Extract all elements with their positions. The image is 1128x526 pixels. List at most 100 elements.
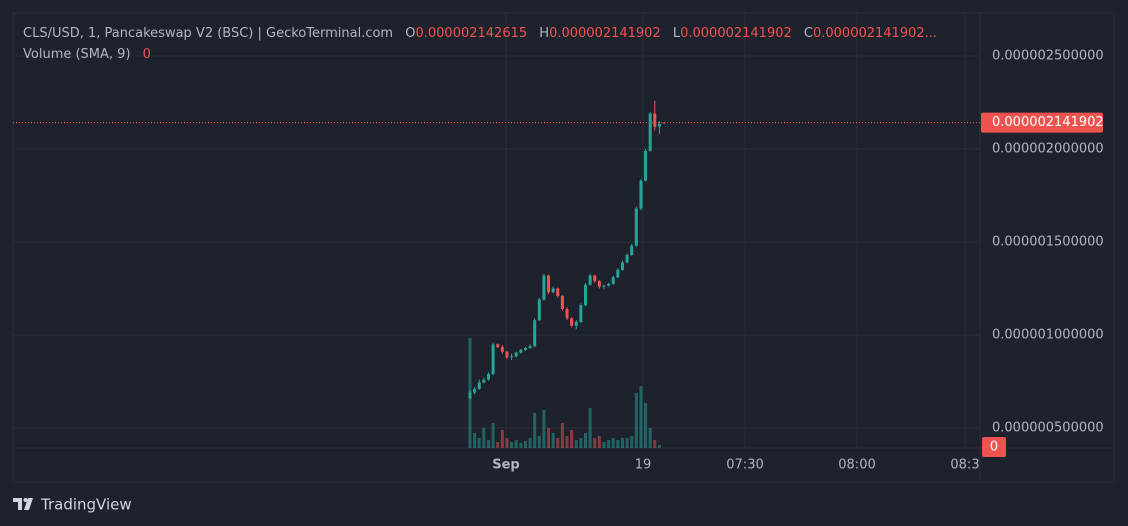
volume-legend: Volume (SMA, 9) 0 bbox=[23, 47, 151, 62]
candle-body bbox=[542, 275, 546, 300]
legend-title: CLS/USD, 1, Pancakeswap V2 (BSC) | Gecko… bbox=[23, 26, 393, 41]
x-tick-label: 08:3 bbox=[950, 458, 979, 473]
volume-bar bbox=[491, 423, 495, 448]
candle-body bbox=[565, 308, 569, 319]
y-tick-label: 0.000001000000 bbox=[992, 328, 1104, 343]
volume-bar bbox=[607, 440, 611, 448]
x-tick-label: 08:00 bbox=[838, 458, 875, 473]
candle-body bbox=[519, 349, 523, 353]
volume-bar bbox=[616, 440, 620, 448]
candle-body bbox=[500, 347, 504, 352]
y-tick-label: 0.000002000000 bbox=[992, 142, 1104, 157]
volume-bar bbox=[496, 442, 500, 448]
candle-body bbox=[510, 356, 514, 358]
marks bbox=[468, 100, 666, 448]
candle-body bbox=[579, 305, 583, 322]
candle-body bbox=[639, 180, 643, 209]
volume-bar bbox=[620, 438, 624, 448]
volume-bar bbox=[653, 440, 657, 448]
candle-body bbox=[496, 344, 500, 348]
candle-body bbox=[597, 281, 601, 287]
volume-bar bbox=[528, 438, 532, 448]
candle-body bbox=[607, 283, 611, 286]
volume-bar bbox=[477, 438, 481, 448]
volume-bar bbox=[644, 403, 648, 448]
volume-bar bbox=[602, 442, 606, 448]
volume-bar bbox=[588, 408, 592, 448]
volume-bar bbox=[574, 440, 578, 448]
candle-body bbox=[653, 113, 657, 127]
volume-bar bbox=[584, 433, 587, 448]
volume-value: 0 bbox=[143, 47, 151, 62]
legend: CLS/USD, 1, Pancakeswap V2 (BSC) | Gecko… bbox=[23, 26, 937, 41]
volume-bar bbox=[537, 436, 541, 448]
tradingview-logo bbox=[13, 498, 33, 510]
x-tick-label: Sep bbox=[492, 458, 520, 473]
volume-bar bbox=[556, 438, 560, 448]
volume-bar bbox=[570, 430, 574, 448]
candle-body bbox=[634, 208, 638, 246]
last-price-label: 0.000002141902 bbox=[992, 115, 1104, 130]
candle-body bbox=[556, 288, 560, 296]
chart-panel bbox=[12, 12, 1115, 483]
candle-body bbox=[570, 318, 574, 326]
candle-body bbox=[574, 321, 578, 326]
volume-bar bbox=[547, 428, 551, 448]
candle-body bbox=[551, 288, 555, 293]
volume-bar bbox=[634, 393, 638, 448]
volume-bar bbox=[500, 430, 504, 448]
candle-body bbox=[468, 392, 472, 399]
candle-body bbox=[648, 113, 652, 151]
x-tick-label: 19 bbox=[635, 458, 652, 473]
volume-bar bbox=[510, 442, 514, 448]
y-tick-label: 0.000000500000 bbox=[992, 421, 1104, 436]
volume-bar bbox=[482, 428, 486, 448]
candle-body bbox=[611, 277, 615, 284]
volume-axis-label: 0 bbox=[990, 440, 998, 455]
volume-bar bbox=[473, 433, 477, 448]
volume-bar bbox=[486, 440, 490, 448]
volume-bar bbox=[542, 410, 546, 448]
grid bbox=[13, 13, 980, 448]
volume-bar bbox=[648, 428, 652, 448]
volume-bar bbox=[579, 438, 583, 448]
candle-body bbox=[644, 150, 648, 181]
candle-body bbox=[584, 284, 587, 306]
legend-key: H bbox=[539, 26, 549, 41]
candle-body bbox=[473, 388, 477, 393]
volume-bar bbox=[551, 433, 555, 448]
candle-body bbox=[602, 285, 606, 287]
candle-body bbox=[620, 262, 624, 270]
volume-bar bbox=[533, 413, 537, 448]
volume-bar bbox=[593, 438, 597, 448]
candle-body bbox=[547, 275, 551, 293]
candle-body bbox=[657, 123, 661, 127]
volume-bar bbox=[611, 438, 615, 448]
candle-body bbox=[486, 374, 490, 380]
candle-body bbox=[528, 346, 532, 349]
candle-body bbox=[630, 245, 634, 256]
candle-body bbox=[477, 382, 481, 389]
candle-body bbox=[662, 122, 666, 124]
footer-brand: TradingView bbox=[40, 496, 132, 514]
candle-body bbox=[514, 352, 518, 357]
volume-bar bbox=[630, 436, 634, 448]
candle-body bbox=[482, 379, 486, 383]
volume-bar bbox=[565, 436, 569, 448]
volume-bar bbox=[625, 438, 629, 448]
candle-body bbox=[523, 348, 527, 350]
candle-body bbox=[537, 299, 541, 321]
y-tick-label: 0.000002500000 bbox=[992, 49, 1104, 64]
volume-bar bbox=[505, 438, 509, 448]
volume-bar bbox=[639, 386, 643, 448]
volume-bar bbox=[519, 443, 523, 448]
volume-bar bbox=[560, 423, 564, 448]
legend-value: 0.000002142615 bbox=[415, 26, 527, 41]
volume-bar bbox=[657, 445, 661, 448]
y-tick-label: 0.000001500000 bbox=[992, 235, 1104, 250]
x-tick-label: 07:30 bbox=[726, 458, 763, 473]
candle-body bbox=[533, 320, 537, 347]
candle-body bbox=[625, 255, 629, 263]
legend-key: L bbox=[673, 26, 681, 41]
